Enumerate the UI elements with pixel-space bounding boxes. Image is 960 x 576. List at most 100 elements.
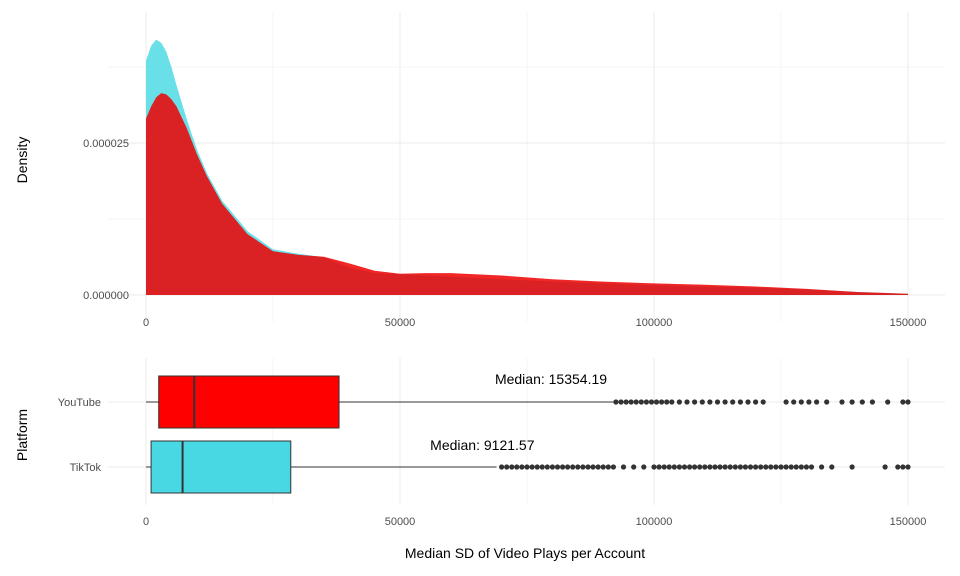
boxplot-outlier-point: [544, 464, 550, 470]
boxplot-outlier-point: [519, 464, 525, 470]
boxplot-outlier-point: [595, 464, 601, 470]
boxplot-tiktok: Median: 9121.57: [146, 437, 911, 494]
density-x-tick-label: 0: [143, 317, 149, 329]
boxplot-outlier-point: [699, 399, 705, 405]
boxplot-outlier-point: [643, 399, 650, 405]
boxplot-outlier-point: [524, 464, 530, 470]
boxplot-outlier-point: [605, 464, 611, 470]
boxplot-outlier-point: [641, 464, 647, 470]
boxplot-x-tick-label: 150000: [890, 516, 927, 528]
density-areas: [146, 39, 908, 295]
boxplot-outlier-point: [656, 464, 662, 470]
density-x-tick-label: 150000: [890, 317, 927, 329]
boxplot-outlier-point: [707, 464, 713, 470]
boxplot-x-tick-label: 0: [143, 516, 149, 528]
boxplot-outlier-point: [798, 464, 804, 470]
boxplot-outlier-point: [753, 464, 759, 470]
boxplot-outlier-point: [669, 399, 675, 405]
boxplot-x-tick-label: 50000: [385, 516, 416, 528]
density-panel: 0 50000 100000 150000 0.000000 0.000025 Densi…: [14, 12, 945, 329]
boxplot-outlier-point: [661, 464, 667, 470]
x-axis-title: Median SD of Video Plays per Account: [405, 545, 645, 561]
boxplot-outlier-point: [684, 399, 690, 405]
boxplot-outlier-point: [565, 464, 571, 470]
boxplot-outlier-point: [791, 399, 797, 405]
boxplot-y-tick-label: YouTube: [58, 397, 101, 409]
boxplot-outlier-point: [783, 464, 789, 470]
boxplot-x-tick-label: 100000: [636, 516, 673, 528]
boxplot-tick-labels: 0 50000 100000 150000 YouTube TikTok: [58, 397, 927, 528]
boxplot-outlier-point: [760, 399, 766, 405]
boxplot-outlier-point: [806, 399, 812, 405]
boxplot-outlier-point: [717, 464, 723, 470]
median-annotation: Median: 9121.57: [430, 437, 535, 453]
boxplot-outlier-point: [681, 464, 688, 470]
boxplot-outlier-point: [651, 464, 657, 470]
boxplot-outlier-point: [737, 399, 744, 405]
boxplot-outlier-point: [859, 399, 865, 405]
boxplot-outlier-point: [628, 399, 634, 405]
boxplot-outlier-point: [549, 464, 556, 470]
boxplot-outlier-point: [745, 399, 751, 405]
boxplot-outlier-point: [730, 399, 736, 405]
boxplot-outlier-point: [727, 464, 733, 470]
boxplot-outlier-point: [631, 464, 637, 470]
boxplot-outlier-point: [676, 399, 683, 405]
boxplot-outlier-point: [633, 399, 639, 405]
boxplot-outlier-point: [753, 399, 759, 405]
boxplot-outlier-point: [648, 399, 655, 405]
boxplot-outlier-point: [539, 464, 545, 470]
boxplot-outlier-point: [575, 464, 581, 470]
boxplot-outlier-point: [824, 399, 830, 405]
boxplot-outlier-point: [702, 464, 708, 470]
boxplot-outlier-point: [692, 399, 698, 405]
boxplot-outlier-point: [778, 464, 784, 470]
boxplot-outlier-point: [613, 399, 619, 405]
boxplot-outlier-point: [905, 464, 911, 470]
boxplot-box: [158, 375, 340, 429]
boxplot-outlier-point: [676, 464, 683, 470]
boxplot-outlier-point: [618, 399, 624, 405]
boxplot-outlier-point: [869, 399, 876, 405]
boxplot-outlier-point: [666, 464, 672, 470]
boxplot-outlier-point: [768, 464, 774, 470]
boxplot-outlier-point: [514, 464, 520, 470]
boxplot-panel: Median: 15354.19 Median: 9121.57 0 50000 10…: [14, 358, 945, 528]
median-annotation: Median: 15354.19: [495, 371, 607, 387]
boxplot-outlier-point: [900, 399, 906, 405]
boxplot-outlier-point: [783, 399, 789, 405]
boxplot-outlier-point: [590, 464, 596, 470]
boxplot-outlier-point: [692, 464, 698, 470]
boxplot-outlier-point: [808, 464, 815, 470]
boxplot-outlier-point: [610, 464, 617, 470]
boxplot-outlier-point: [534, 464, 540, 470]
density-y-axis-title: Density: [14, 137, 30, 184]
boxplot-outlier-point: [570, 464, 576, 470]
boxplot-outlier-point: [737, 464, 744, 470]
boxplot-outlier-point: [560, 464, 566, 470]
boxplot-outlier-point: [895, 464, 901, 470]
boxplot-outlier-point: [554, 464, 561, 470]
boxplot-outlier-point: [499, 464, 505, 470]
boxplot-outlier-point: [905, 399, 911, 405]
boxplot-outlier-point: [798, 399, 804, 405]
boxplot-outlier-point: [732, 464, 738, 470]
boxplot-outlier-point: [697, 464, 703, 470]
boxplot-outlier-point: [839, 399, 845, 405]
boxplot-outlier-point: [742, 464, 749, 470]
boxplot-outlier-point: [504, 464, 510, 470]
boxplot-outlier-point: [638, 399, 644, 405]
boxplot-outlier-point: [585, 464, 591, 470]
boxplot-outlier-point: [747, 464, 754, 470]
boxplot-outlier-point: [793, 464, 799, 470]
boxplot-outlier-point: [814, 399, 820, 405]
boxplot-outlier-point: [849, 464, 855, 470]
boxplot-outlier-point: [707, 399, 713, 405]
boxplot-outlier-point: [885, 399, 891, 405]
boxplot-outlier-point: [882, 464, 888, 470]
density-area-youtube: [146, 93, 908, 295]
boxplot-outlier-point: [722, 399, 728, 405]
boxplot-outlier-point: [600, 464, 606, 470]
density-tick-labels: 0 50000 100000 150000 0.000000 0.000025: [83, 138, 926, 329]
